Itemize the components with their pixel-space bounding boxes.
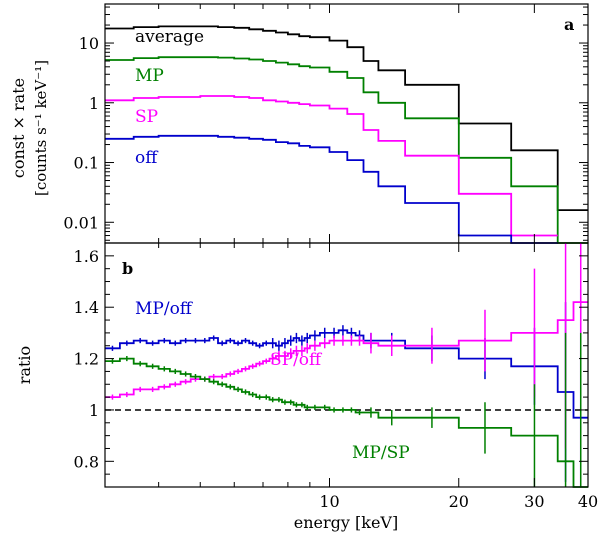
- panel-label-a: a: [564, 15, 574, 34]
- series-line-mp-off: [105, 329, 588, 419]
- y-axis-label-b: ratio: [15, 346, 34, 384]
- panel-b: [105, 243, 588, 488]
- series-line-average: [105, 25, 588, 211]
- x-tick-label: 40: [578, 492, 598, 511]
- series-label-mp: MP: [135, 66, 164, 86]
- panel-label-b: b: [122, 259, 133, 278]
- panel-b-frame: [104, 242, 589, 488]
- series-line-sp: [105, 95, 558, 237]
- y-tick-label-a: 1: [89, 94, 99, 113]
- y-tick-label-b: 0.8: [74, 452, 99, 471]
- x-tick-label: 30: [524, 492, 544, 511]
- axis-labels: const × rate [counts s⁻¹ keV⁻¹] ratio en…: [9, 15, 574, 532]
- series-label-mp-sp: MP/SP: [352, 443, 410, 463]
- y-axis-label-a-line1: const × rate: [9, 78, 28, 178]
- y-tick-label-b: 1.6: [74, 247, 99, 266]
- series-label-mp-off: MP/off: [135, 299, 194, 319]
- series-label-average: average: [135, 27, 204, 47]
- y-tick-label-b: 1: [89, 401, 99, 420]
- y-tick-label-a: 0.1: [74, 154, 99, 173]
- series-line-mp: [105, 56, 588, 244]
- series-label-sp-off: SP/off: [270, 350, 323, 370]
- x-tick-label: 10: [319, 492, 339, 511]
- y-tick-label-b: 1.2: [74, 350, 99, 369]
- x-axis-label: energy [keV]: [294, 513, 398, 532]
- series-line-sp-off: [105, 301, 588, 398]
- series-line-mp-sp: [105, 357, 588, 488]
- x-tick-label: 20: [449, 492, 469, 511]
- y-tick-label-b: 1.4: [74, 298, 99, 317]
- series-label-off: off: [135, 148, 159, 168]
- series-label-sp: SP: [135, 107, 158, 127]
- panel-a: [105, 25, 588, 244]
- y-tick-label-a: 0.01: [63, 213, 99, 232]
- y-tick-label-a: 10: [79, 34, 99, 53]
- y-axis-label-a-line2: [counts s⁻¹ keV⁻¹]: [32, 60, 50, 196]
- series-line-off: [105, 134, 558, 244]
